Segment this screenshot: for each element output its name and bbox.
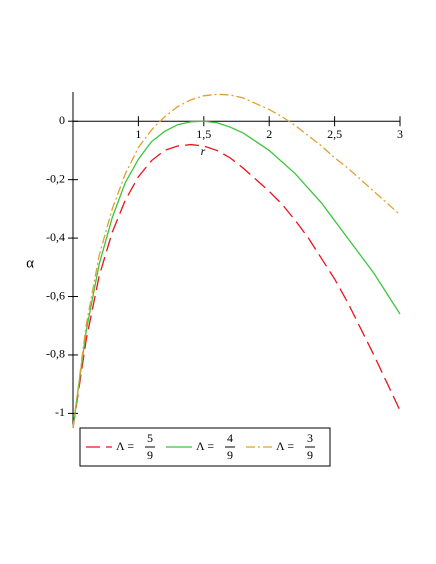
legend-label: Λ = <box>196 439 214 453</box>
legend-num: 4 <box>227 431 233 445</box>
legend-box <box>79 427 331 467</box>
y-tick-label: 0 <box>59 113 65 127</box>
legend-den: 9 <box>147 448 153 462</box>
x-axis-label: r <box>201 144 206 158</box>
x-tick-label: 2,5 <box>327 127 342 141</box>
x-tick-label: 2 <box>266 127 272 141</box>
legend-label: Λ = <box>116 439 134 453</box>
line-series <box>72 93 401 429</box>
y-tick-label: -0,2 <box>46 171 65 185</box>
y-tick-label: -0,8 <box>46 347 65 361</box>
legend-label: Λ = <box>276 439 294 453</box>
y-tick-label: -0,6 <box>46 288 65 302</box>
x-tick-label: 1 <box>135 127 141 141</box>
legend-den: 9 <box>227 448 233 462</box>
x-tick-label: 1,5 <box>196 127 211 141</box>
y-tick-label: -0,4 <box>46 230 65 244</box>
x-tick-label: 3 <box>397 127 403 141</box>
legend-num: 3 <box>307 431 313 445</box>
y-axis-label: α <box>26 255 34 271</box>
line-series <box>72 120 401 429</box>
legend-num: 5 <box>147 431 153 445</box>
line-series <box>72 143 401 429</box>
legend-den: 9 <box>307 448 313 462</box>
y-tick-label: -1 <box>55 405 65 419</box>
